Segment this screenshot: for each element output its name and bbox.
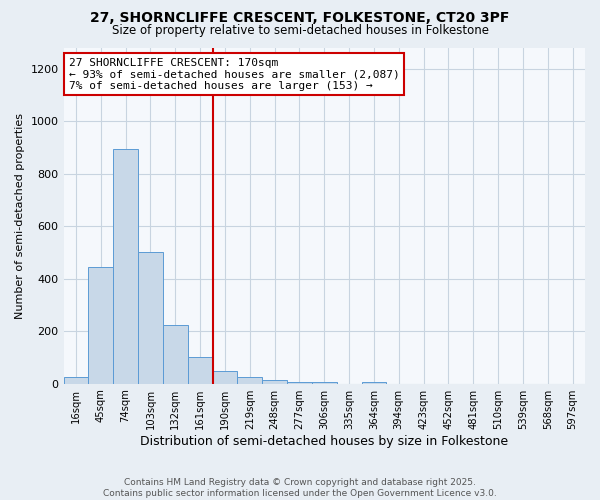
- Bar: [238, 376, 262, 384]
- X-axis label: Distribution of semi-detached houses by size in Folkestone: Distribution of semi-detached houses by …: [140, 434, 508, 448]
- Bar: [287, 382, 312, 384]
- Text: 27, SHORNCLIFFE CRESCENT, FOLKESTONE, CT20 3PF: 27, SHORNCLIFFE CRESCENT, FOLKESTONE, CT…: [91, 11, 509, 25]
- Bar: [138, 252, 163, 384]
- Text: Contains HM Land Registry data © Crown copyright and database right 2025.
Contai: Contains HM Land Registry data © Crown c…: [103, 478, 497, 498]
- Bar: [64, 377, 88, 384]
- Bar: [163, 324, 188, 384]
- Bar: [362, 382, 386, 384]
- Text: 27 SHORNCLIFFE CRESCENT: 170sqm
← 93% of semi-detached houses are smaller (2,087: 27 SHORNCLIFFE CRESCENT: 170sqm ← 93% of…: [69, 58, 400, 91]
- Bar: [312, 382, 337, 384]
- Bar: [113, 148, 138, 384]
- Text: Size of property relative to semi-detached houses in Folkestone: Size of property relative to semi-detach…: [112, 24, 488, 37]
- Bar: [212, 370, 238, 384]
- Bar: [262, 380, 287, 384]
- Bar: [188, 358, 212, 384]
- Y-axis label: Number of semi-detached properties: Number of semi-detached properties: [15, 112, 25, 318]
- Bar: [88, 267, 113, 384]
